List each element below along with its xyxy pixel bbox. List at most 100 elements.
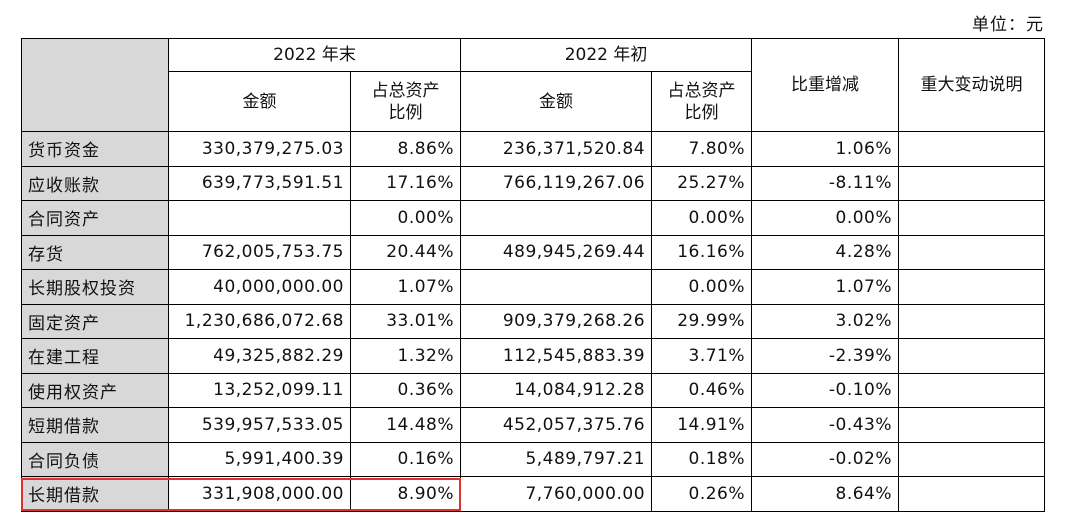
- header-end-ratio: 占总资产 比例: [349, 71, 462, 132]
- row-label: 固定资产: [21, 303, 169, 339]
- begin-amount-cell: 452,057,375.76: [460, 407, 653, 443]
- note-cell: [898, 303, 1046, 339]
- table-row: 合同负债 5,991,400.39 0.16% 5,489,797.21 0.18% -0…: [21, 441, 1046, 477]
- change-cell: -0.02%: [751, 441, 900, 477]
- note-cell: [898, 372, 1046, 408]
- row-label: 存货: [21, 234, 169, 270]
- begin-amount-cell: 236,371,520.84: [460, 131, 653, 167]
- row-label: 使用权资产: [21, 372, 169, 408]
- table-row: 货币资金 330,379,275.03 8.86% 236,371,520.84 7.8…: [21, 131, 1046, 167]
- end-amount-cell: 639,773,591.51: [168, 165, 351, 201]
- row-label: 合同负债: [21, 441, 169, 477]
- end-amount-cell: 13,252,099.11: [168, 372, 351, 408]
- header-change: 比重增减: [751, 38, 900, 132]
- begin-amount-cell: 112,545,883.39: [460, 338, 653, 374]
- table-row: 固定资产 1,230,686,072.68 33.01% 909,379,268.26…: [21, 303, 1046, 339]
- header-explanation: 重大变动说明: [898, 38, 1046, 132]
- table-row: 长期借款 331,908,000.00 8.90% 7,760,000.00 0.26%…: [21, 476, 1046, 512]
- table-row: 应收账款 639,773,591.51 17.16% 766,119,267.06 25…: [21, 165, 1046, 201]
- note-cell: [898, 441, 1046, 477]
- note-cell: [898, 200, 1046, 236]
- begin-amount-cell: [460, 269, 653, 305]
- table-row: 使用权资产 13,252,099.11 0.36% 14,084,912.28 0.46…: [21, 372, 1046, 408]
- end-amount-cell: 40,000,000.00: [168, 269, 351, 305]
- note-cell: [898, 165, 1046, 201]
- table-row: 长期股权投资 40,000,000.00 1.07% 0.00% 1.07%: [21, 269, 1046, 305]
- note-cell: [898, 476, 1046, 512]
- end-amount-cell: 5,991,400.39: [168, 441, 351, 477]
- header-corner: [21, 38, 169, 132]
- table-row: 存货 762,005,753.75 20.44% 489,945,269.44 16.1…: [21, 234, 1046, 270]
- change-cell: -8.11%: [751, 165, 900, 201]
- begin-amount-cell: [460, 200, 653, 236]
- end-ratio-cell: 8.90%: [349, 476, 462, 512]
- begin-ratio-cell: 14.91%: [651, 407, 753, 443]
- header-year-end: 2022 年末: [167, 38, 462, 72]
- begin-ratio-cell: 16.16%: [651, 234, 753, 270]
- change-cell: 1.07%: [751, 269, 900, 305]
- begin-ratio-cell: 0.46%: [651, 372, 753, 408]
- end-amount-cell: 1,230,686,072.68: [168, 303, 351, 339]
- change-cell: -2.39%: [751, 338, 900, 374]
- header-begin-ratio: 占总资产 比例: [651, 71, 753, 132]
- row-label: 在建工程: [21, 338, 169, 374]
- header-row-2: 金额 占总资产 比例 金额 占总资产 比例: [22, 71, 1045, 132]
- header-begin-ratio-line2: 比例: [684, 102, 719, 123]
- table-row: 合同资产 0.00% 0.00% 0.00%: [21, 200, 1046, 236]
- change-cell: 3.02%: [751, 303, 900, 339]
- begin-amount-cell: 5,489,797.21: [460, 441, 653, 477]
- change-cell: -0.43%: [751, 407, 900, 443]
- asset-change-table: 2022 年末 2022 年初 比重增减 重大变动说明 金额 占总资产 比例 金…: [21, 38, 1046, 512]
- change-cell: 4.28%: [751, 234, 900, 270]
- header-year-begin: 2022 年初: [460, 38, 753, 72]
- note-cell: [898, 269, 1046, 305]
- begin-ratio-cell: 3.71%: [651, 338, 753, 374]
- end-ratio-cell: 0.16%: [349, 441, 462, 477]
- header-end-ratio-line1: 占总资产: [371, 80, 440, 101]
- header-begin-amount: 金额: [460, 71, 653, 132]
- note-cell: [898, 234, 1046, 270]
- begin-ratio-cell: 0.00%: [651, 269, 753, 305]
- row-label: 短期借款: [21, 407, 169, 443]
- end-ratio-cell: 0.36%: [349, 372, 462, 408]
- header-begin-ratio-line1: 占总资产: [667, 80, 736, 101]
- begin-ratio-cell: 25.27%: [651, 165, 753, 201]
- end-amount-cell: 762,005,753.75: [168, 234, 351, 270]
- end-ratio-cell: 1.32%: [349, 338, 462, 374]
- change-cell: -0.10%: [751, 372, 900, 408]
- header-end-amount: 金额: [168, 71, 351, 132]
- end-ratio-cell: 1.07%: [349, 269, 462, 305]
- note-cell: [898, 407, 1046, 443]
- change-cell: 1.06%: [751, 131, 900, 167]
- row-label: 长期股权投资: [21, 269, 169, 305]
- begin-ratio-cell: 0.18%: [651, 441, 753, 477]
- row-label: 合同资产: [21, 200, 169, 236]
- end-amount-cell: [168, 200, 351, 236]
- change-cell: 0.00%: [751, 200, 900, 236]
- unit-label: 单位：元: [972, 15, 1044, 35]
- end-ratio-cell: 14.48%: [349, 407, 462, 443]
- header-end-ratio-line2: 比例: [388, 102, 423, 123]
- table-body: 货币资金 330,379,275.03 8.86% 236,371,520.84 7.8…: [21, 131, 1046, 512]
- end-amount-cell: 539,957,533.05: [168, 407, 351, 443]
- row-label: 货币资金: [21, 131, 169, 167]
- begin-amount-cell: 14,084,912.28: [460, 372, 653, 408]
- end-amount-cell: 330,379,275.03: [168, 131, 351, 167]
- begin-ratio-cell: 7.80%: [651, 131, 753, 167]
- end-ratio-cell: 17.16%: [349, 165, 462, 201]
- end-ratio-cell: 33.01%: [349, 303, 462, 339]
- end-amount-cell: 49,325,882.29: [168, 338, 351, 374]
- begin-amount-cell: 489,945,269.44: [460, 234, 653, 270]
- row-label: 长期借款: [21, 476, 169, 512]
- change-cell: 8.64%: [751, 476, 900, 512]
- end-ratio-cell: 8.86%: [349, 131, 462, 167]
- table-row: 短期借款 539,957,533.05 14.48% 452,057,375.76 14…: [21, 407, 1046, 443]
- header-row-1: 2022 年末 2022 年初 比重增减 重大变动说明: [21, 38, 1046, 132]
- begin-amount-cell: 909,379,268.26: [460, 303, 653, 339]
- note-cell: [898, 338, 1046, 374]
- end-ratio-cell: 0.00%: [349, 200, 462, 236]
- note-cell: [898, 131, 1046, 167]
- begin-ratio-cell: 0.00%: [651, 200, 753, 236]
- begin-ratio-cell: 29.99%: [651, 303, 753, 339]
- begin-amount-cell: 766,119,267.06: [460, 165, 653, 201]
